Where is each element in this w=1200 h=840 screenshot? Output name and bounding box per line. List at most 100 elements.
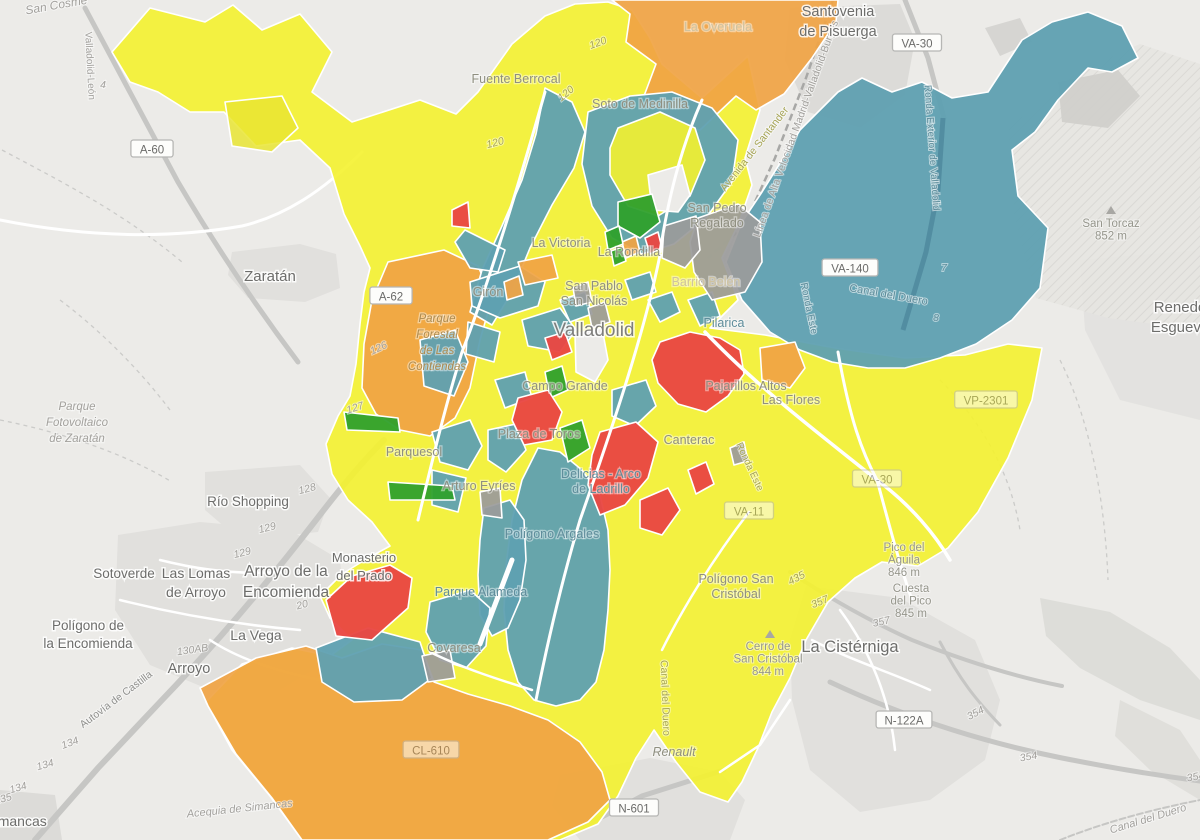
- district-polygon[interactable]: [610, 246, 627, 267]
- basemap-shape: [810, 638, 932, 692]
- area-label: Plaza de Toros: [498, 427, 580, 441]
- road-shield: VA-140: [821, 258, 879, 277]
- area-label: Fuente Berrocal: [472, 72, 561, 86]
- basemap-shape: [82, 5, 301, 365]
- basemap-shape: [938, 640, 1002, 727]
- basemap-shape: [477, 557, 515, 647]
- basemap-shape: [428, 650, 534, 692]
- area-label: Polígono San Cristóbal: [698, 572, 773, 601]
- street-label: Valladolid-León: [82, 32, 97, 101]
- peak-name: Cuesta del Pico 845 m: [891, 583, 932, 620]
- road-shield-box: [402, 740, 460, 759]
- district-polygon[interactable]: [639, 487, 681, 536]
- area-label: Parque Forestal de Las Contiendas: [408, 313, 466, 373]
- district-polygon[interactable]: [729, 441, 749, 466]
- area-label: Arturo Eyríes: [443, 479, 516, 493]
- road-shield-text: VA-30: [901, 39, 932, 51]
- district-polygon[interactable]: [725, 11, 1139, 369]
- basemap-shape: [1059, 799, 1200, 840]
- area-label: Pilarica: [704, 316, 745, 330]
- road-shield-box: [851, 469, 903, 488]
- district-polygon[interactable]: [544, 331, 573, 361]
- road-shield-text: VA-140: [831, 264, 869, 276]
- district-polygon[interactable]: [587, 301, 611, 329]
- basemap-shape: [1058, 70, 1140, 128]
- peak-name: Cerro de San Cristóbal 844 m: [733, 641, 802, 678]
- road-shields-layer: A-60 A-62 VA-30 VA-140 VP-2301 VA-30 VA-11 CL-6…: [130, 33, 1018, 817]
- basemap-shape: [1008, 44, 1200, 330]
- area-label: Parque Fotovoltaico de Zaratán: [46, 401, 109, 445]
- district-polygon[interactable]: [661, 215, 701, 269]
- town-labels-layer: Valladolid Zaratán Santovenia de Pisuerga Re…: [0, 3, 1200, 831]
- district-polygon[interactable]: [604, 225, 624, 251]
- area-label: Girón: [473, 285, 504, 299]
- road-ref-label: 129: [257, 520, 277, 536]
- area-label: Parque Alameda: [435, 585, 527, 599]
- district-polygon[interactable]: [431, 419, 483, 471]
- district-polygon[interactable]: [224, 95, 299, 153]
- district-polygon[interactable]: [517, 254, 559, 286]
- area-label: Campo Grande: [522, 379, 608, 393]
- road-shield: VA-30: [891, 33, 943, 52]
- road-ref-label: 7: [941, 262, 948, 274]
- basemap-shape: [1, 149, 183, 263]
- district-polygon[interactable]: [479, 487, 503, 519]
- peak-label: San Torcaz 852 m: [1081, 206, 1141, 244]
- district-polygon[interactable]: [647, 291, 681, 323]
- district-polygon[interactable]: [617, 193, 661, 239]
- town-label: La Vega: [230, 627, 282, 643]
- town-label: Monasterio del Prado: [332, 550, 396, 583]
- district-polygon[interactable]: [487, 423, 527, 473]
- district-polygon[interactable]: [624, 271, 657, 301]
- area-label: Barrio Belén: [672, 275, 741, 289]
- road-shield-box: [723, 501, 775, 520]
- district-polygon[interactable]: [419, 329, 469, 397]
- district-polygon[interactable]: [621, 235, 641, 259]
- basemap-shape: [205, 465, 330, 540]
- basemap-shape: [703, 330, 952, 562]
- road-shield: VP-2301: [954, 390, 1018, 409]
- road-shield-text: N-122A: [885, 716, 924, 728]
- basemap-shape: [1115, 700, 1200, 800]
- road-shield: N-122A: [875, 710, 933, 729]
- town-label: Santovenia de Pisuerga: [799, 4, 877, 40]
- district-polygon[interactable]: [687, 461, 715, 495]
- road-ref-label: 354: [1019, 750, 1038, 765]
- district-polygon[interactable]: [325, 564, 413, 641]
- basemap-shape: [416, 90, 547, 522]
- area-label: Soto de Medinilla: [592, 97, 688, 111]
- district-polygon[interactable]: [559, 419, 591, 463]
- area-label: Las Flores: [762, 393, 820, 407]
- basemap-shape: [875, 478, 914, 602]
- district-polygon[interactable]: [511, 389, 563, 446]
- district-polygon[interactable]: [503, 275, 524, 301]
- town-label: Valladolid: [554, 320, 635, 341]
- district-polygon[interactable]: [421, 649, 456, 683]
- road-ref-label: 134: [35, 757, 55, 773]
- district-polygon[interactable]: [425, 589, 491, 669]
- basemap-shape: [228, 244, 340, 302]
- road-ref-label: 4: [100, 79, 106, 91]
- district-polygon[interactable]: [451, 201, 471, 229]
- area-labels-layer: Fuente Berrocal La Overuela Soto de Medini…: [45, 19, 822, 761]
- street-label: Canal del Duero: [658, 660, 673, 736]
- area-label: Parquesol: [386, 445, 442, 459]
- town-label: Río Shopping: [207, 494, 289, 509]
- peak-label: Cuesta del Pico 845 m: [890, 582, 933, 621]
- road-shield-box: [875, 710, 933, 729]
- road-ref-label: 354: [1186, 770, 1200, 785]
- area-label: Covaresa: [427, 641, 481, 655]
- road-shield: A-62: [369, 286, 413, 305]
- basemap-shape: [900, 117, 946, 331]
- district-polygon[interactable]: [574, 327, 609, 383]
- district-polygon[interactable]: [572, 281, 593, 307]
- road-shield-text: N-601: [618, 804, 649, 816]
- district-polygon[interactable]: [759, 341, 806, 389]
- district-polygon[interactable]: [343, 411, 401, 433]
- basemap-shape: [534, 253, 662, 702]
- road-ref-label: 120: [485, 135, 505, 151]
- district-polygon[interactable]: [387, 481, 456, 501]
- district-polygon[interactable]: [477, 499, 527, 637]
- town-label: La Cistérniga: [801, 638, 899, 656]
